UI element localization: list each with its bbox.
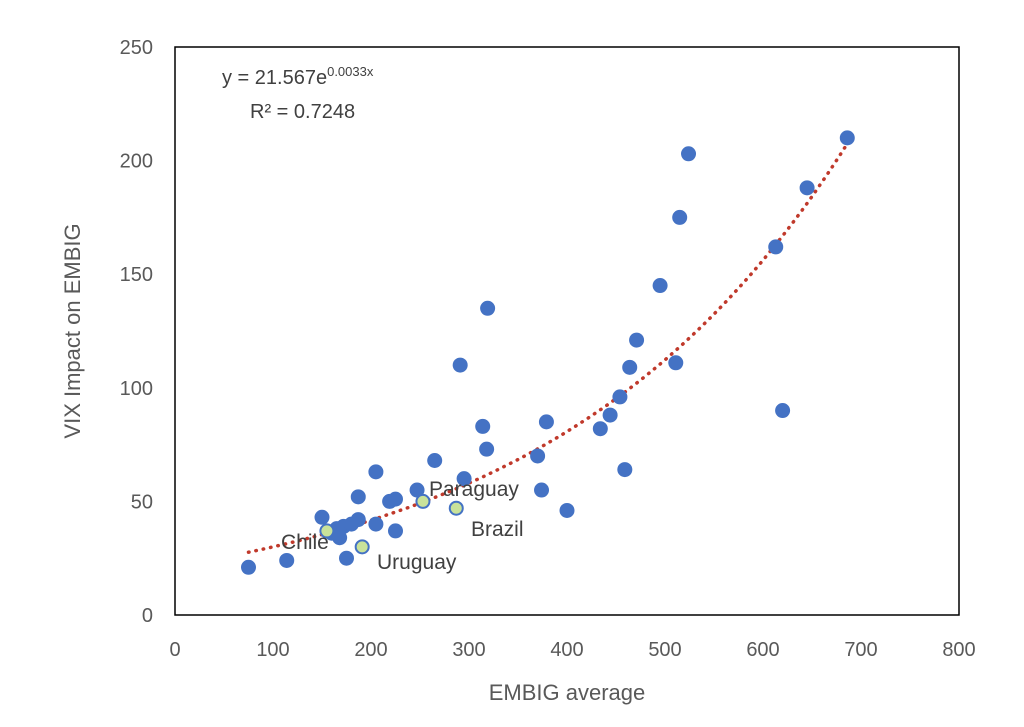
- data-point: [388, 491, 403, 507]
- data-point: [339, 550, 354, 566]
- data-point: [768, 239, 784, 255]
- data-point: [409, 482, 425, 498]
- x-tick-label: 600: [746, 639, 779, 661]
- data-point: [350, 512, 366, 528]
- data-point: [279, 552, 295, 568]
- y-axis-ticks: 0 50 100 150 200 250: [120, 37, 153, 627]
- y-tick-label: 200: [120, 151, 153, 173]
- data-point: [480, 300, 496, 316]
- x-tick-label: 100: [256, 639, 289, 661]
- data-point: [612, 389, 628, 405]
- data-point: [452, 357, 468, 373]
- point-label-brazil: Brazil: [471, 518, 524, 541]
- x-axis-ticks: 0 100 200 300 400 500 600 700 800: [169, 639, 975, 661]
- data-point: [839, 130, 855, 146]
- y-tick-label: 150: [120, 264, 153, 286]
- data-point: [475, 418, 491, 434]
- highlighted-points: [319, 493, 464, 555]
- data-point: [534, 482, 550, 498]
- y-tick-label: 250: [120, 37, 153, 59]
- x-tick-label: 500: [648, 639, 681, 661]
- data-point: [681, 146, 697, 162]
- data-point: [799, 180, 815, 196]
- x-tick-label: 400: [550, 639, 583, 661]
- data-point: [456, 471, 472, 487]
- point-label-chile: Chile: [281, 531, 329, 554]
- data-point: [332, 530, 348, 546]
- highlight-point-uruguay: [354, 539, 370, 555]
- point-label-paraguay: Paraguay: [429, 478, 519, 501]
- data-point: [241, 559, 256, 575]
- data-point: [479, 441, 495, 457]
- x-tick-label: 0: [169, 639, 180, 661]
- equation-label: y = 21.567e0.0033x: [222, 64, 374, 89]
- point-label-uruguay: Uruguay: [377, 551, 457, 574]
- data-point: [602, 407, 618, 423]
- x-tick-label: 300: [452, 639, 485, 661]
- data-point: [368, 516, 384, 532]
- data-point: [629, 332, 645, 348]
- highlight-point-chile: [319, 523, 335, 539]
- data-point: [617, 462, 633, 478]
- plot-frame: [174, 46, 960, 616]
- highlight-point-brazil: [448, 500, 464, 516]
- data-point: [388, 523, 403, 539]
- y-tick-label: 50: [131, 491, 153, 513]
- data-point: [559, 502, 575, 518]
- highlight-point-paraguay: [415, 493, 431, 509]
- data-point: [427, 453, 443, 469]
- data-point: [672, 209, 688, 225]
- x-tick-label: 800: [942, 639, 975, 661]
- y-tick-label: 0: [142, 605, 153, 627]
- data-point: [775, 403, 791, 419]
- x-tick-label: 700: [844, 639, 877, 661]
- r-squared-label: R² = 0.7248: [250, 101, 355, 123]
- data-point: [350, 489, 366, 505]
- x-axis-title: EMBIG average: [489, 680, 646, 705]
- data-point: [368, 464, 384, 480]
- x-tick-label: 200: [354, 639, 387, 661]
- data-point: [314, 509, 330, 525]
- data-point: [530, 448, 546, 464]
- data-point: [668, 355, 684, 371]
- data-point: [622, 359, 638, 375]
- data-point: [538, 414, 554, 430]
- data-point: [592, 421, 608, 437]
- data-points: [241, 130, 855, 575]
- y-axis-title: VIX Impact on EMBIG: [60, 223, 85, 438]
- y-tick-label: 100: [120, 378, 153, 400]
- data-point: [652, 278, 668, 294]
